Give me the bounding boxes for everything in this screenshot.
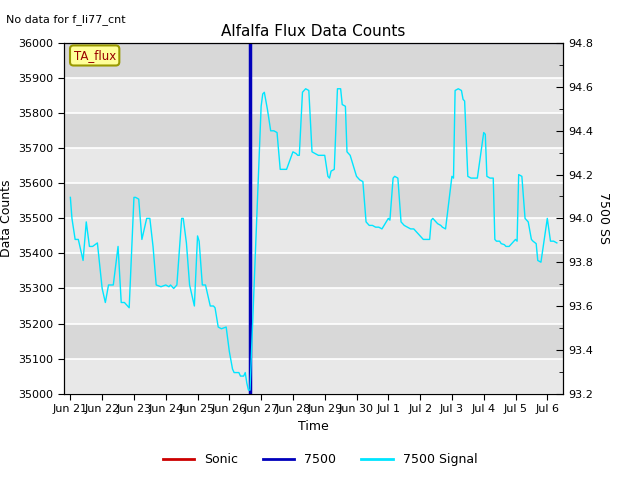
X-axis label: Time: Time xyxy=(298,420,329,432)
Bar xyxy=(64,359,563,394)
Text: No data for f_li77_cnt: No data for f_li77_cnt xyxy=(6,14,126,25)
Text: TA_flux: TA_flux xyxy=(74,49,116,62)
Bar xyxy=(64,288,563,324)
Bar xyxy=(64,218,563,253)
Y-axis label: 7500 SS: 7500 SS xyxy=(596,192,610,244)
Bar xyxy=(64,78,563,113)
Bar xyxy=(64,253,563,288)
Bar xyxy=(64,324,563,359)
Legend: Sonic, 7500, 7500 Signal: Sonic, 7500, 7500 Signal xyxy=(158,448,482,471)
Bar xyxy=(64,113,563,148)
Bar xyxy=(64,43,563,78)
Bar xyxy=(64,148,563,183)
Bar xyxy=(64,183,563,218)
Y-axis label: Data Counts: Data Counts xyxy=(0,180,13,257)
Title: Alfalfa Flux Data Counts: Alfalfa Flux Data Counts xyxy=(221,24,406,39)
